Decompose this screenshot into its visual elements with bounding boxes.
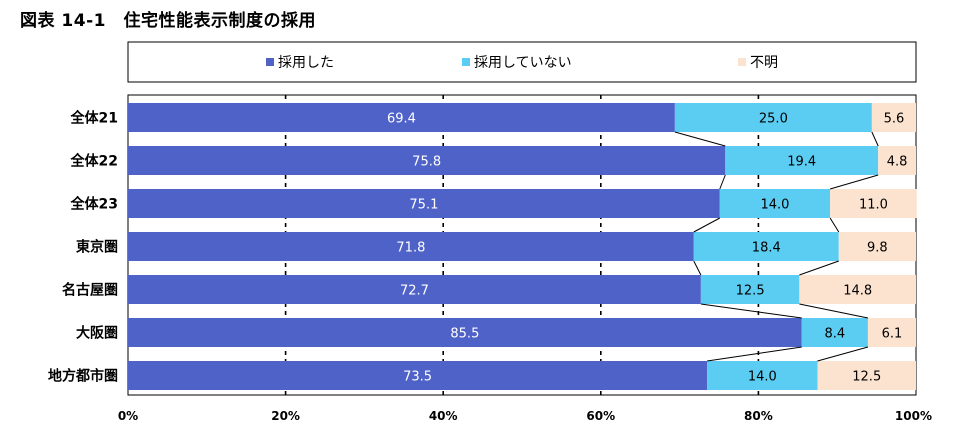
bar-segment [128,232,694,261]
category-label: 全体21 [70,110,118,127]
bar-segment [838,232,916,261]
data-label: 75.1 [409,198,438,213]
legend-swatch [462,58,470,66]
legend-swatch [738,58,746,66]
series-connector [799,303,869,319]
data-label: 14.8 [843,284,872,299]
data-label: 85.5 [450,327,479,342]
series-connectors [674,131,879,362]
data-label: 69.4 [387,112,416,127]
category-label: 地方都市圏 [48,368,118,385]
bar-segment [719,189,831,218]
x-tick-label: 80% [744,409,773,423]
bars [128,103,917,390]
bar-segment [128,361,708,390]
series-connector [719,174,726,190]
bar-segment [128,275,701,304]
legend-box [127,41,917,83]
series-connector [829,217,840,233]
series-connector [817,346,869,362]
bar-segment [830,189,917,218]
series-connector [799,260,839,276]
legend-label: 不明 [750,55,778,71]
data-label: 12.5 [852,370,881,385]
data-label: 19.4 [787,155,816,170]
series-connector [693,217,721,233]
x-tick-label: 20% [271,409,300,423]
bar-segment [725,146,879,175]
series-connector [674,131,726,147]
data-label: 72.7 [400,284,429,299]
category-label: 東京圏 [76,239,118,256]
bar-segment [817,361,916,390]
data-label: 75.8 [412,155,441,170]
value-labels: 69.4 25.0 5.6 75.8 19.4 4.8 75.1 14.0 11.0 71.8 18… [387,112,907,385]
bar-segment [128,103,675,132]
bar-segment [128,189,720,218]
series-connector [707,346,802,362]
data-label: 12.5 [736,284,765,299]
legend: 採用した 採用していない 不明 [127,41,917,83]
x-tick-label: 60% [586,409,615,423]
data-label: 5.6 [884,112,905,127]
x-tick-label: 0% [118,409,138,423]
bar-segment [867,318,916,347]
data-label: 4.8 [887,155,908,170]
category-label: 名古屋圏 [62,282,118,299]
bar-segment [674,103,872,132]
category-label: 全体22 [70,153,118,170]
series-connector [829,174,879,190]
bar-segment [801,318,868,347]
x-axis-ticks: 0% 20% 40% 60% 80% 100% [118,409,932,423]
category-label: 全体23 [70,196,118,213]
bar-segment [700,275,800,304]
bar-segment [707,361,818,390]
data-label: 25.0 [759,112,788,127]
x-tick-label: 100% [895,409,932,423]
data-label: 14.0 [760,198,789,213]
bar-segment [693,232,839,261]
data-label: 71.8 [396,241,425,256]
bar-segment [878,146,916,175]
x-tick-label: 40% [429,409,458,423]
data-label: 9.8 [867,241,888,256]
bar-segment [799,275,916,304]
data-label: 11.0 [859,198,888,213]
legend-swatch [266,58,274,66]
bar-segment [871,103,916,132]
legend-label: 採用していない [474,55,572,71]
chart-title: 図表 14-1 住宅性能表示制度の採用 [20,11,316,31]
data-label: 8.4 [824,327,845,342]
data-label: 6.1 [882,327,903,342]
data-label: 18.4 [752,241,781,256]
legend-label: 採用した [278,55,334,71]
bar-segment [128,146,726,175]
data-label: 73.5 [403,370,432,385]
data-label: 14.0 [748,370,777,385]
series-connector [700,303,802,319]
series-connector [871,131,879,147]
category-label: 大阪圏 [76,325,118,342]
series-connector [693,260,702,276]
bar-segment [128,318,802,347]
